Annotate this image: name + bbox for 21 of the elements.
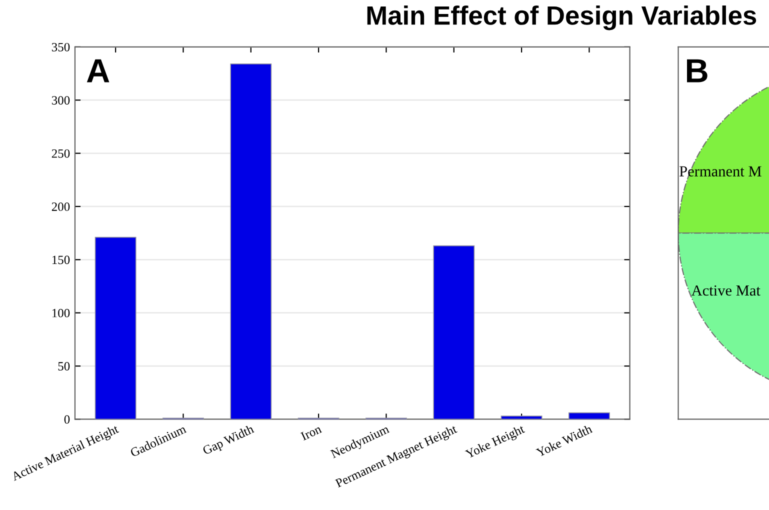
y-tick-label: 200 [52,202,70,211]
bar [568,412,610,420]
y-tick-label: 300 [52,96,70,105]
text: B [687,59,708,82]
bar [230,64,272,420]
x-tick-label: Yoke Height [464,424,526,461]
text: Active Mat [691,285,760,296]
bar [500,416,542,420]
y-tick-label: 0 [64,415,70,424]
chart-title: Main Effect of Design Variables [367,5,756,30]
y-tick-label: 50 [58,362,70,370]
annotation: A [86,59,110,82]
x-tick-label: Iron [300,424,322,441]
x-tick-label: Gap Width [202,424,256,458]
y-tick-label: 100 [52,308,70,318]
y-tick-label: 350 [52,42,70,52]
y-tick-label: 150 [52,256,70,264]
bar [433,245,475,420]
x-tick-label: Yoke Width [535,424,593,458]
y-tick-label: 250 [52,149,70,158]
bar [94,236,136,420]
